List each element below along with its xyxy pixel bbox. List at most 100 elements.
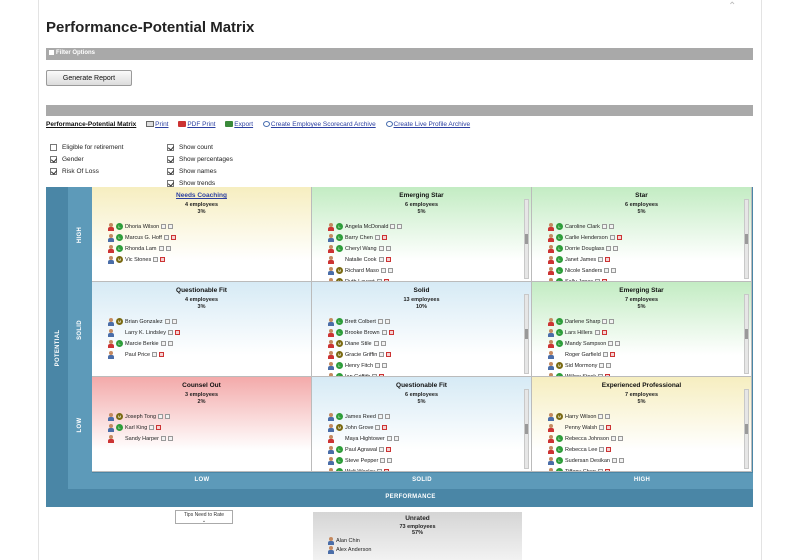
profile-icon[interactable]: [386, 436, 392, 441]
list-item[interactable]: M Brian Gonzalez: [108, 316, 311, 327]
profile-icon[interactable]: [379, 352, 385, 357]
person-name[interactable]: Lars Hillers: [565, 329, 593, 336]
list-item[interactable]: Roger Garfield: [548, 349, 751, 360]
create-scorecard-archive-link[interactable]: Create Employee Scorecard Archive: [262, 121, 376, 128]
profile-icon[interactable]: [602, 352, 608, 357]
person-name[interactable]: Walt Wesley: [345, 468, 376, 472]
person-name[interactable]: Darlene Sharp: [565, 318, 601, 325]
person-name[interactable]: Gracie Griffin: [345, 351, 378, 358]
list-item[interactable]: L Cheryl Wang: [328, 243, 531, 254]
generate-report-button[interactable]: Generate Report: [46, 70, 132, 86]
list-item[interactable]: L Caroline Clark: [548, 221, 751, 232]
person-name[interactable]: Marcus G. Hoff: [125, 234, 162, 241]
profile-icon[interactable]: [380, 458, 386, 463]
person-name[interactable]: Brian Gonzalez: [125, 318, 163, 325]
profile-icon[interactable]: [390, 224, 396, 229]
list-item[interactable]: L Angela McDonald: [328, 221, 531, 232]
profile-icon[interactable]: [609, 235, 615, 240]
profile-icon[interactable]: [379, 447, 385, 452]
profile-icon[interactable]: [599, 447, 605, 452]
list-item[interactable]: L Mandy Sampson: [548, 338, 751, 349]
profile-icon[interactable]: [164, 319, 170, 324]
profile-icon[interactable]: [378, 257, 384, 262]
unrated-person[interactable]: Alan Chin: [313, 536, 522, 545]
unrated-person[interactable]: Alex Anderson: [313, 545, 522, 554]
create-live-profile-archive-link[interactable]: Create Live Profile Archive: [385, 121, 470, 128]
profile-icon[interactable]: [374, 235, 380, 240]
person-name[interactable]: Paul Agrawal: [345, 446, 378, 453]
person-name[interactable]: Barry Chen: [345, 234, 373, 241]
list-item[interactable]: L Brooke Brown: [328, 327, 531, 338]
profile-icon[interactable]: [160, 436, 166, 441]
profile-icon[interactable]: [152, 352, 158, 357]
list-item[interactable]: L Sally Jones: [548, 276, 751, 281]
cell-scrollbar[interactable]: [744, 294, 749, 374]
option-row[interactable]: Show trends: [167, 177, 233, 189]
list-item[interactable]: L Tiffany Chen: [548, 466, 751, 472]
list-item[interactable]: L Paul Agrawal: [328, 444, 531, 455]
profile-icon[interactable]: [601, 224, 607, 229]
profile-icon[interactable]: [380, 268, 386, 273]
list-item[interactable]: M Harry Wilson: [548, 411, 751, 422]
profile-icon[interactable]: [372, 374, 378, 376]
option-row[interactable]: Show count: [167, 141, 233, 153]
profile-icon[interactable]: [595, 279, 601, 281]
person-name[interactable]: John Grove: [345, 424, 374, 431]
profile-icon[interactable]: [381, 330, 387, 335]
person-name[interactable]: Tiffany Chen: [565, 468, 596, 472]
list-item[interactable]: M Gracie Griffin: [328, 349, 531, 360]
collapse-chevron-icon[interactable]: ⌃: [728, 1, 737, 12]
list-item[interactable]: M Joseph Tong: [108, 411, 311, 422]
profile-icon[interactable]: [375, 425, 381, 430]
list-item[interactable]: Maya Hightower: [328, 433, 531, 444]
person-name[interactable]: Ian Griffith: [345, 373, 371, 377]
option-row[interactable]: Risk Of Loss: [50, 165, 123, 177]
cell-scrollbar[interactable]: [524, 199, 529, 279]
list-item[interactable]: L Walt Wesley: [328, 466, 531, 472]
filter-options-bar[interactable]: Filter Options: [46, 48, 753, 60]
person-name[interactable]: Harry Wilson: [565, 413, 597, 420]
list-item[interactable]: Penny Walsh: [548, 422, 751, 433]
profile-icon[interactable]: [161, 224, 167, 229]
list-item[interactable]: L Sudersan Desikan: [548, 455, 751, 466]
option-checkbox[interactable]: [167, 143, 174, 151]
pdf-print-link[interactable]: PDF Print: [178, 121, 215, 128]
person-name[interactable]: Brett Colbert: [345, 318, 376, 325]
list-item[interactable]: L Rebecca Johnson: [548, 433, 751, 444]
person-name[interactable]: Mandy Sampson: [565, 340, 607, 347]
person-name[interactable]: Karl King: [125, 424, 148, 431]
list-item[interactable]: L Brett Colbert: [328, 316, 531, 327]
list-item[interactable]: M John Grove: [328, 422, 531, 433]
person-name[interactable]: Caroline Clark: [565, 223, 600, 230]
option-checkbox[interactable]: [50, 167, 57, 175]
list-item[interactable]: L Marcus G. Hoff: [108, 232, 311, 243]
person-name[interactable]: Steve Pepper: [345, 457, 379, 464]
list-item[interactable]: M Vic Stones: [108, 254, 311, 265]
profile-icon[interactable]: [598, 374, 604, 376]
list-item[interactable]: M Diane Stile: [328, 338, 531, 349]
profile-icon[interactable]: [149, 425, 155, 430]
list-item[interactable]: L Darlene Sharp: [548, 316, 751, 327]
list-item[interactable]: L Rebecca Lee: [548, 444, 751, 455]
profile-icon[interactable]: [158, 246, 164, 251]
person-name[interactable]: Maya Hightower: [345, 435, 385, 442]
list-item[interactable]: L Willow Stock: [548, 371, 751, 377]
profile-icon[interactable]: [377, 319, 383, 324]
list-item[interactable]: L James Reed: [328, 411, 531, 422]
profile-icon[interactable]: [373, 341, 379, 346]
profile-icon[interactable]: [167, 330, 173, 335]
person-name[interactable]: Willow Stock: [565, 373, 597, 377]
list-item[interactable]: M Richard Maso: [328, 265, 531, 276]
person-name[interactable]: Richard Maso: [345, 267, 379, 274]
option-row[interactable]: Eligible for retirement: [50, 141, 123, 153]
profile-icon[interactable]: [606, 246, 612, 251]
list-item[interactable]: L Karl King: [108, 422, 311, 433]
profile-icon[interactable]: [599, 363, 605, 368]
person-name[interactable]: Roger Garfield: [565, 351, 601, 358]
option-checkbox[interactable]: [167, 167, 174, 175]
option-row[interactable]: Gender: [50, 153, 123, 165]
list-item[interactable]: L Dhoria Wilson: [108, 221, 311, 232]
list-item[interactable]: L Lars Hillers: [548, 327, 751, 338]
list-item[interactable]: L Marcie Berkie: [108, 338, 311, 349]
person-name[interactable]: Paul Price: [125, 351, 151, 358]
